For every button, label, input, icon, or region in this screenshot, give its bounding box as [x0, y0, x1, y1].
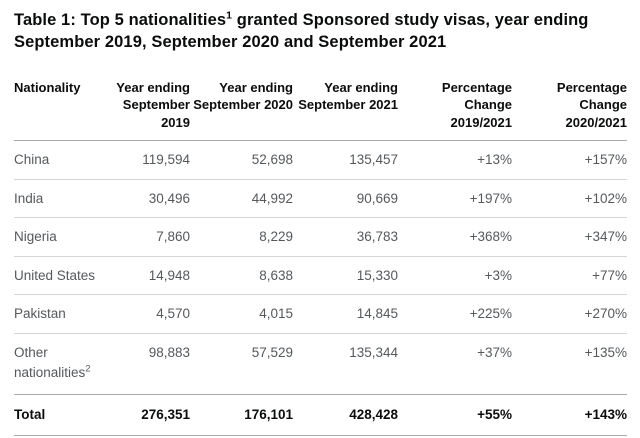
- table-header-row: Nationality Year ending September 2019 Y…: [14, 78, 627, 142]
- value-cell: 14,845: [293, 294, 398, 334]
- table-total-row: Total 276,351 176,101 428,428 +55% +143%: [14, 394, 627, 436]
- total-value-cell: +55%: [398, 394, 512, 436]
- value-cell: 98,883: [148, 344, 190, 360]
- footnote-marker-2: 2: [85, 363, 91, 375]
- header-line: Year ending: [324, 79, 398, 95]
- header-line: Nationality: [14, 79, 81, 95]
- header-line: September 2019: [122, 97, 190, 130]
- total-value-cell: 176,101: [190, 394, 293, 436]
- value-cell: 57,529: [251, 344, 293, 360]
- value-cell: +368%: [398, 217, 512, 257]
- value-cell: 90,669: [293, 179, 398, 219]
- nationality-cell: United States: [14, 256, 110, 296]
- column-header-year-2019: Year ending September 2019: [110, 78, 190, 142]
- total-value-cell: 428,428: [293, 394, 398, 436]
- value-cell: +77%: [512, 256, 627, 296]
- nationality-label: United States: [14, 267, 96, 283]
- total-value-cell: +143%: [512, 394, 627, 436]
- nationality-label: Pakistan: [14, 306, 66, 322]
- visa-statistics-table: Nationality Year ending September 2019 Y…: [14, 78, 627, 436]
- nationality-cell: India: [14, 179, 110, 219]
- column-header-nationality: Nationality: [14, 78, 110, 142]
- header-line: Change: [579, 97, 627, 113]
- table-row-nigeria: Nigeria 7,860 8,229 36,783 +368% +347%: [14, 217, 627, 257]
- value-cell: 30,496: [110, 179, 190, 219]
- nationality-cell: Other nationalities2: [14, 333, 110, 394]
- nationality-cell: Nigeria: [14, 217, 110, 257]
- header-line: Year ending: [116, 79, 190, 95]
- value-cell: +3%: [398, 256, 512, 296]
- value-cell: 8,638: [190, 256, 293, 296]
- column-header-year-2020: Year ending September 2020: [190, 78, 293, 142]
- footnote-marker-1: 1: [226, 9, 233, 22]
- total-label-cell: Total: [14, 394, 110, 436]
- value-cell: +225%: [398, 294, 512, 334]
- header-line: Change: [464, 97, 512, 113]
- value-cell: +347%: [512, 217, 627, 257]
- header-line: September 2020: [193, 97, 293, 113]
- total-value-cell: 276,351: [110, 394, 190, 436]
- value-cell: 44,992: [190, 179, 293, 219]
- value-cell: +37%: [477, 344, 512, 360]
- value-cell: 119,594: [110, 140, 190, 180]
- table-row-china: China 119,594 52,698 135,457 +13% +157%: [14, 140, 627, 180]
- header-line: Percentage: [441, 79, 512, 95]
- value-cell: 15,330: [293, 256, 398, 296]
- value-cell: 135,457: [293, 140, 398, 180]
- table-title: Table 1: Top 5 nationalities1 granted Sp…: [14, 10, 614, 54]
- column-header-year-2021: Year ending September 2021: [293, 78, 398, 142]
- value-cell: +270%: [512, 294, 627, 334]
- value-cell: +157%: [512, 140, 627, 180]
- value-cell: 14,948: [110, 256, 190, 296]
- value-cell: 7,860: [110, 217, 190, 257]
- nationality-cell: Pakistan: [14, 294, 110, 334]
- header-line: 2019/2021: [450, 114, 512, 130]
- value-cell: +102%: [512, 179, 627, 219]
- value-cell: 36,783: [293, 217, 398, 257]
- value-cell: +135%: [584, 344, 627, 360]
- table-row-united-states: United States 14,948 8,638 15,330 +3% +7…: [14, 256, 627, 296]
- header-line: September 2021: [298, 97, 398, 113]
- header-line: 2020/2021: [565, 114, 627, 130]
- value-cell: 52,698: [190, 140, 293, 180]
- nationality-label: China: [14, 152, 50, 168]
- nationality-label: Nigeria: [14, 229, 57, 245]
- table-row-pakistan: Pakistan 4,570 4,015 14,845 +225% +270%: [14, 294, 627, 334]
- nationality-label: India: [14, 190, 44, 206]
- table-row-india: India 30,496 44,992 90,669 +197% +102%: [14, 179, 627, 219]
- table-row-other-nationalities: Other nationalities2 98,883 57,529 135,3…: [14, 333, 627, 394]
- header-line: Percentage: [556, 79, 627, 95]
- value-cell: 4,015: [190, 294, 293, 334]
- value-cell: +13%: [398, 140, 512, 180]
- value-cell: +197%: [398, 179, 512, 219]
- column-header-pct-change-2019-2021: Percentage Change 2019/2021: [398, 78, 512, 142]
- nationality-label: Other nationalities: [14, 344, 86, 380]
- column-header-pct-change-2020-2021: Percentage Change 2020/2021: [512, 78, 627, 142]
- table-title-text-continued: granted Sponsored study visas, year endi…: [14, 11, 589, 51]
- table-title-text: Table 1: Top 5 nationalities: [14, 11, 227, 29]
- nationality-cell: China: [14, 140, 110, 180]
- value-cell: 135,344: [349, 344, 398, 360]
- value-cell: 8,229: [190, 217, 293, 257]
- value-cell: 4,570: [110, 294, 190, 334]
- header-line: Year ending: [219, 79, 293, 95]
